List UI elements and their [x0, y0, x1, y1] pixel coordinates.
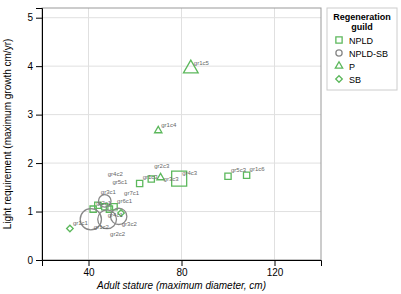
x-axis-title: Adult stature (maximum diameter, cm): [96, 280, 266, 291]
legend-frame: [327, 8, 397, 90]
point-label: gr2c2: [110, 231, 126, 237]
point-label: gr1c6: [250, 166, 266, 172]
point-label: gr5c3: [231, 167, 247, 173]
points: [67, 60, 250, 232]
point-label: gr4c1: [108, 212, 124, 218]
legend-label: SB: [349, 75, 361, 85]
tick-label: 80: [176, 267, 188, 278]
point-label: gr3c2: [122, 221, 138, 227]
grid: [42, 8, 321, 260]
tick-mark: [36, 66, 42, 67]
y-axis-title: Light requirement (maximum growth cm/yr): [2, 39, 13, 230]
tick: 4: [27, 61, 42, 72]
point-label: gr1c2: [94, 224, 110, 230]
legend-label: NPLD: [349, 36, 374, 46]
tick-mark: [36, 163, 42, 164]
grid-line: [274, 8, 275, 260]
tick-label: 4: [27, 61, 33, 72]
tick: 0: [27, 255, 42, 266]
grid-line: [42, 114, 321, 115]
legend-symbol: [335, 62, 342, 68]
axis-line: [43, 261, 322, 267]
tick-label: 3: [27, 109, 33, 120]
legend-symbol: [336, 50, 342, 56]
tick: 1: [27, 206, 42, 217]
grid-line: [42, 17, 321, 18]
point-label: gr6c1: [117, 198, 133, 204]
point-label: gr2c3: [154, 163, 170, 169]
point: [137, 180, 143, 186]
legend: Regenerationguild NPLD NPLD-SB P SB: [327, 8, 397, 90]
point-label: gr5c1: [112, 179, 128, 185]
point-label: gr4c3: [182, 170, 198, 176]
point-labels: gr2c1 gr3c1 gr4c1 gr5c1 gr6c1 gr1c3 gr2c3 gr4c3…: [73, 60, 265, 238]
tick: 5: [27, 12, 42, 23]
grid-line: [42, 163, 321, 164]
tick-mark: [89, 260, 90, 266]
tick: 3: [27, 109, 42, 120]
legend-item: NPLD: [336, 36, 374, 46]
grid-line: [42, 66, 321, 67]
legend-label: NPLD-SB: [349, 49, 388, 59]
legend-item: NPLD-SB: [336, 49, 388, 59]
point-label: gr7c1: [124, 190, 140, 196]
tick-mark: [36, 18, 42, 19]
point-label: gr3c3: [164, 176, 180, 182]
point-label: gr2c1: [96, 200, 112, 206]
plot-frame: [42, 8, 321, 260]
chart: 4080120012345gr2c1gr3c1gr4c1gr5c1gr6c1gr…: [0, 0, 401, 294]
point-label: gr3c1: [101, 189, 117, 195]
tick-label: 120: [267, 267, 284, 278]
tick-mark: [182, 260, 183, 266]
axis-line: [36, 9, 43, 261]
point-label: gr1c1: [73, 220, 89, 226]
legend-item: SB: [336, 75, 361, 85]
tick-label: 0: [27, 255, 33, 266]
point: [225, 173, 231, 179]
tick: 40: [83, 260, 95, 278]
x-axis: 40 80 120: [43, 260, 322, 278]
point-label: gr4c2: [108, 171, 124, 177]
point-label: gr1c4: [161, 122, 177, 128]
point-label: gr1c3: [143, 174, 159, 180]
tick-mark: [275, 260, 276, 266]
tick-label: 5: [27, 12, 33, 23]
tick-mark: [36, 212, 42, 213]
legend-title: Regenerationguild: [333, 12, 391, 32]
legend-label: P: [349, 62, 355, 72]
tick: 80: [176, 260, 188, 278]
grid-line: [181, 8, 182, 260]
tick: 2: [27, 158, 42, 169]
tick: 120: [267, 260, 284, 278]
tick-mark: [36, 260, 42, 261]
legend-symbol: [336, 37, 342, 43]
point-label: gr1c5: [194, 60, 210, 66]
plot: 4080120012345gr2c1gr3c1gr4c1gr5c1gr6c1gr…: [27, 8, 321, 278]
y-axis: 0 1 2 3 4 5: [27, 9, 42, 266]
grid-line: [88, 8, 89, 260]
legend-symbol: [336, 76, 343, 83]
point: [67, 225, 74, 232]
tick-mark: [36, 115, 42, 116]
legend-item: P: [335, 62, 355, 72]
tick-label: 2: [27, 158, 33, 169]
tick-label: 1: [27, 206, 33, 217]
tick-label: 40: [83, 267, 95, 278]
